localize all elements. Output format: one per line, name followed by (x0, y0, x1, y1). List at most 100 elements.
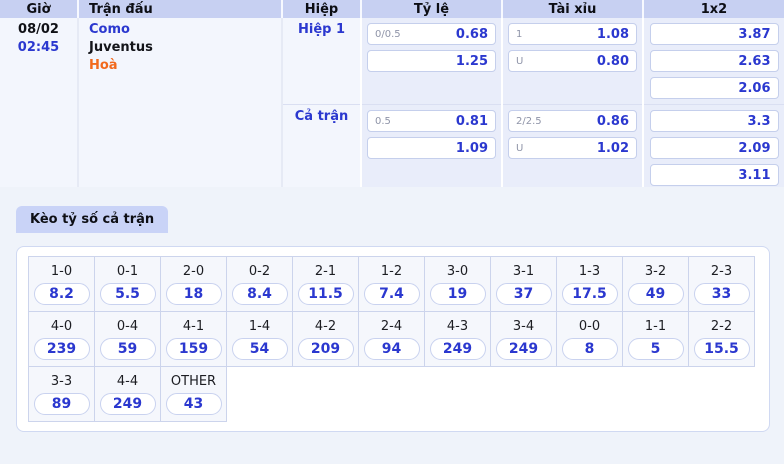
score-label: 0-0 (578, 319, 601, 334)
score-label: 1-0 (50, 264, 73, 279)
odds-value: 3.3 (747, 113, 771, 129)
match-cell: Como Juventus Hoà (79, 18, 281, 187)
time-cell: 08/02 02:45 (0, 18, 77, 187)
score-odds-button[interactable]: 249 (495, 338, 552, 360)
score-odds-button[interactable]: 249 (429, 338, 486, 360)
score-odds-button[interactable]: 239 (33, 338, 90, 360)
over-under-odds-button[interactable]: U 0.80 (508, 50, 637, 72)
score-odds-button[interactable]: 5 (627, 338, 684, 360)
score-odds-button[interactable]: 89 (33, 393, 90, 415)
score-cell: 4-4 249 (95, 367, 161, 422)
home-team-name: Como (89, 22, 130, 37)
score-cell: 4-1 159 (161, 312, 227, 367)
handicap-odds-button[interactable]: 0/0.5 0.68 (367, 23, 496, 45)
odds-value: 1.09 (455, 140, 488, 156)
score-label: 0-1 (116, 264, 139, 279)
score-odds-button[interactable]: 54 (231, 338, 288, 360)
odds-value: 0.80 (596, 53, 629, 69)
score-cell: 0-0 8 (557, 312, 623, 367)
score-label: 2-1 (314, 264, 337, 279)
score-odds-button[interactable]: 43 (165, 393, 222, 415)
header-handicap: Tỷ lệ (362, 0, 501, 18)
header-period: Hiệp (283, 0, 360, 18)
handicap-line: 0/0.5 (375, 28, 401, 40)
one-x-two-cell: 3.87 2.63 2.06 3.3 2.09 (644, 18, 784, 187)
column-divider (281, 18, 283, 187)
score-label: 4-1 (182, 319, 205, 334)
score-cell: 0-1 5.5 (95, 257, 161, 312)
score-odds-button[interactable]: 17.5 (561, 283, 618, 305)
score-odds-button[interactable]: 8.2 (33, 283, 90, 305)
score-odds-button[interactable]: 94 (363, 338, 420, 360)
odds-value: 2.63 (738, 53, 771, 69)
score-label: 1-1 (644, 319, 667, 334)
odds-value: 2.09 (738, 140, 771, 156)
score-cell: 1-2 7.4 (359, 257, 425, 312)
score-label: 0-4 (116, 319, 139, 334)
odds-value: 0.68 (455, 26, 488, 42)
score-label: 3-3 (50, 374, 73, 389)
over-under-odds-button[interactable]: U 1.02 (508, 137, 637, 159)
period-cell: Hiệp 1 Cả trận (283, 18, 360, 187)
score-cell: 2-3 33 (689, 257, 755, 312)
tab-correct-score[interactable]: Kèo tỷ số cả trận (16, 206, 169, 233)
score-odds-button[interactable]: 59 (99, 338, 156, 360)
header-match: Trận đấu (79, 0, 281, 18)
header-time: Giờ (0, 0, 77, 18)
score-odds-button[interactable]: 18 (165, 283, 222, 305)
score-odds-button[interactable]: 209 (297, 338, 354, 360)
score-grid: 1-0 8.2 0-1 5.5 2-0 18 0-2 8.4 2-1 11.5 1-2 7.4 3-0 1… (28, 256, 755, 422)
handicap-odds-button[interactable]: 1.09 (367, 137, 496, 159)
column-divider (281, 0, 283, 18)
one-x-two-odds-button[interactable]: 2.09 (649, 137, 779, 159)
score-odds-button[interactable]: 11.5 (297, 283, 354, 305)
column-divider (501, 18, 503, 187)
score-odds-button[interactable]: 8 (561, 338, 618, 360)
one-x-two-odds-button[interactable]: 3.87 (649, 23, 779, 45)
score-label: 2-3 (710, 264, 733, 279)
score-cell: 4-2 209 (293, 312, 359, 367)
score-odds-button[interactable]: 37 (495, 283, 552, 305)
score-label: 3-1 (512, 264, 535, 279)
score-odds-button[interactable]: 33 (693, 283, 750, 305)
column-divider (77, 0, 79, 18)
one-x-two-odds-button[interactable]: 3.3 (649, 110, 779, 132)
score-odds-button[interactable]: 7.4 (363, 283, 420, 305)
score-label: 3-4 (512, 319, 535, 334)
score-cell: 4-0 239 (29, 312, 95, 367)
one-x-two-odds-button[interactable]: 2.63 (649, 50, 779, 72)
over-under-line: U (516, 142, 524, 154)
table-header-row: Giờ Trận đấu Hiệp Tỷ lệ Tài xỉu 1x2 (0, 0, 784, 18)
over-under-odds-button[interactable]: 2/2.5 0.86 (508, 110, 637, 132)
one-x-two-odds-button[interactable]: 2.06 (649, 77, 779, 99)
score-cell: 1-0 8.2 (29, 257, 95, 312)
handicap-cell: 0/0.5 0.68 1.25 0.5 0.81 1.09 (362, 18, 501, 187)
score-label: 3-2 (644, 264, 667, 279)
handicap-odds-button[interactable]: 0.5 0.81 (367, 110, 496, 132)
score-label: 4-3 (446, 319, 469, 334)
score-odds-button[interactable]: 8.4 (231, 283, 288, 305)
over-under-cell: 1 1.08 U 0.80 2/2.5 0.86 U 1.02 (503, 18, 642, 187)
over-under-line: 1 (516, 28, 523, 40)
score-odds-button[interactable]: 5.5 (99, 283, 156, 305)
odds-value: 2.06 (738, 80, 771, 96)
score-label: 1-2 (380, 264, 403, 279)
score-odds-button[interactable]: 159 (165, 338, 222, 360)
score-cell: 0-2 8.4 (227, 257, 293, 312)
score-odds-button[interactable]: 49 (627, 283, 684, 305)
score-odds-button[interactable]: 249 (99, 393, 156, 415)
score-cell: OTHER 43 (161, 367, 227, 422)
score-odds-button[interactable]: 19 (429, 283, 486, 305)
odds-value: 3.87 (738, 26, 771, 42)
header-over-under: Tài xỉu (503, 0, 642, 18)
score-label: 2-4 (380, 319, 403, 334)
over-under-odds-button[interactable]: 1 1.08 (508, 23, 637, 45)
odds-value: 3.11 (738, 167, 771, 183)
score-label: 0-2 (248, 264, 271, 279)
handicap-odds-button[interactable]: 1.25 (367, 50, 496, 72)
score-odds-button[interactable]: 15.5 (693, 338, 750, 360)
one-x-two-odds-button[interactable]: 3.11 (649, 164, 779, 186)
score-cell: 0-4 59 (95, 312, 161, 367)
match-time: 02:45 (17, 40, 60, 55)
score-label: 3-0 (446, 264, 469, 279)
